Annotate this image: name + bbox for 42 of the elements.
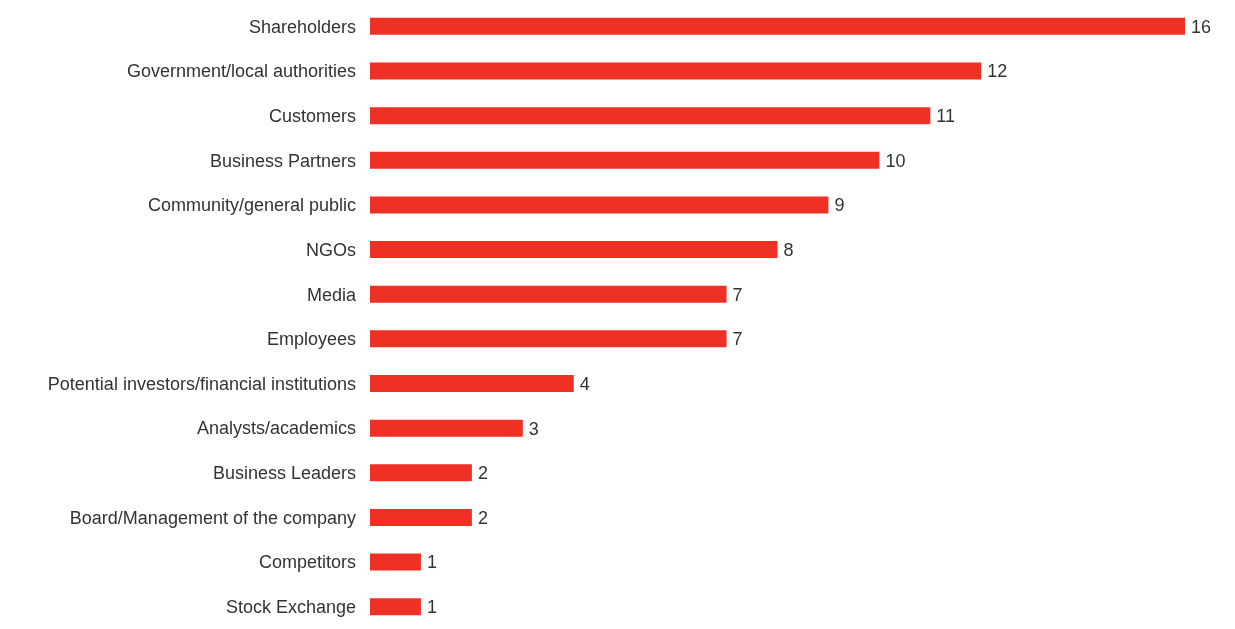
y-tick-label: Competitors	[258, 552, 356, 573]
bar	[370, 241, 778, 259]
data-label: 10	[885, 150, 906, 171]
y-tick-label: Analysts/academics	[196, 418, 356, 439]
data-label: 7	[732, 284, 743, 305]
data-label: 3	[528, 418, 539, 439]
data-label: 1	[426, 552, 437, 573]
y-tick-label: Potential investors/financial institutions	[47, 373, 356, 394]
bar	[370, 107, 931, 125]
data-label: 2	[477, 463, 488, 484]
y-tick-label: Customers	[268, 106, 356, 126]
data-label: 8	[783, 239, 794, 260]
data-label: 16	[1191, 16, 1212, 37]
data-label: 11	[936, 106, 955, 127]
y-tick-label: Stock Exchange	[225, 597, 356, 618]
bar	[370, 330, 727, 348]
bar	[370, 285, 727, 303]
y-tick-label: Community/general public	[147, 195, 356, 216]
data-label: 1	[426, 597, 437, 618]
bar	[370, 374, 574, 392]
y-tick-label: Business Partners	[209, 150, 356, 171]
data-label: 4	[579, 373, 590, 394]
bar	[370, 196, 829, 214]
bar	[370, 62, 982, 80]
bar	[370, 419, 523, 437]
y-tick-label: Business Leaders	[212, 463, 356, 484]
y-tick-label: Employees	[266, 329, 356, 350]
data-label: 9	[834, 195, 845, 216]
bar	[370, 553, 421, 571]
y-tick-label: Government/local authorities	[126, 61, 356, 82]
bar	[370, 598, 421, 616]
bar	[370, 464, 472, 482]
y-tick-label: Media	[306, 284, 357, 305]
data-label: 12	[987, 61, 1008, 82]
data-label: 2	[477, 507, 488, 528]
data-label: 7	[732, 329, 743, 350]
y-tick-label: Shareholders	[248, 16, 356, 37]
bar	[370, 151, 880, 169]
y-tick-label: NGOs	[305, 239, 356, 260]
bar	[370, 508, 472, 526]
bar	[370, 17, 1185, 35]
y-tick-label: Board/Management of the company	[69, 507, 356, 528]
